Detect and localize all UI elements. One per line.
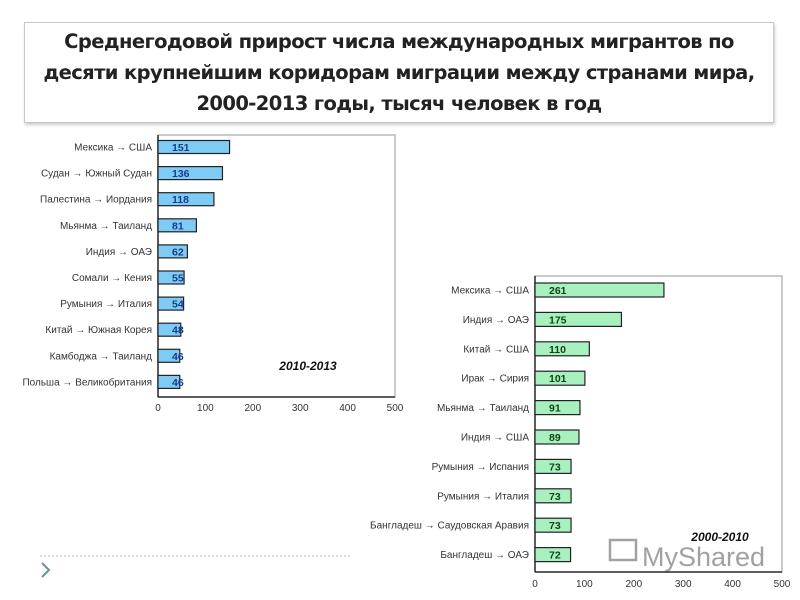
bar-value-label: 48 (172, 325, 184, 337)
period-label: 2000-2010 (690, 530, 749, 544)
x-tick-label: 400 (724, 579, 741, 590)
x-tick-label: 0 (532, 579, 538, 590)
category-label: Мьянма → Таиланд (60, 221, 152, 232)
bar-value-label: 110 (549, 344, 566, 356)
x-tick-label: 100 (576, 579, 593, 590)
bar (534, 458, 572, 474)
x-tick-label: 500 (774, 579, 791, 590)
bar-value-label: 151 (172, 142, 190, 154)
bar-value-label: 118 (172, 194, 189, 206)
category-label: Индия → ОАЭ (86, 247, 152, 258)
watermark: MyShared (608, 538, 765, 572)
bar-value-label: 175 (549, 314, 567, 326)
bar-value-label: 73 (549, 461, 561, 473)
x-tick-label: 300 (675, 579, 692, 590)
bar (157, 348, 181, 363)
category-label: Индия → ОАЭ (463, 315, 529, 326)
bar (157, 218, 197, 233)
category-label: Ирак → Сирия (461, 374, 529, 385)
category-label: Мексика → США (74, 143, 152, 154)
watermark-text: MyShared (642, 542, 765, 572)
bar (157, 166, 224, 181)
bar (534, 400, 581, 416)
bar-value-label: 54 (172, 299, 184, 311)
category-label: Румыния → Италия (437, 491, 529, 502)
title-box: Среднегодовой прирост числа международны… (24, 22, 774, 123)
bar (534, 517, 572, 533)
bar (157, 374, 181, 389)
bar-value-label: 73 (549, 491, 561, 503)
slide-title: Среднегодовой прирост числа международны… (43, 30, 755, 115)
category-label: Румыния → Испания (432, 462, 529, 473)
category-label: Китай → Южная Корея (45, 325, 152, 336)
bar-value-label: 73 (549, 520, 561, 532)
bar (534, 311, 623, 327)
category-label: Камбоджа → Таиланд (50, 350, 153, 362)
bar (157, 192, 215, 207)
bar (157, 270, 185, 285)
bar-value-label: 91 (549, 403, 561, 415)
bar-value-label: 55 (172, 273, 184, 285)
category-label: Индия → США (461, 433, 529, 444)
x-tick-label: 0 (155, 403, 161, 414)
x-tick-label: 500 (387, 403, 404, 414)
bar-value-label: 261 (549, 285, 567, 297)
bar (157, 139, 231, 155)
bar-value-label: 46 (172, 351, 184, 363)
bar (534, 370, 586, 386)
category-label: Польша → Великобритания (22, 376, 152, 388)
x-tick-label: 300 (292, 403, 309, 414)
bar-value-label: 72 (549, 550, 561, 562)
bar-value-label: 136 (172, 168, 190, 180)
category-label: Палестина → Иордания (40, 195, 152, 206)
chart-2000-2010: 0 100 200 300 400 500 Мексика → США 261 Индия → … (370, 275, 791, 590)
bar (534, 429, 580, 445)
bar (157, 296, 185, 311)
category-label: Китай → США (463, 344, 529, 355)
x-tick-label: 400 (339, 403, 356, 414)
x-tick-label: 200 (244, 403, 261, 414)
bar (157, 244, 188, 259)
bar-value-label: 46 (172, 377, 184, 389)
bar-value-label: 101 (549, 373, 567, 385)
bar-value-label: 62 (172, 246, 184, 258)
category-label: Мьянма → Таиланд (437, 403, 529, 414)
x-tick-label: 200 (625, 579, 642, 590)
category-label: Бангладеш → Саудовская Аравия (370, 521, 529, 532)
category-label: Мексика → США (451, 286, 529, 297)
bar (534, 488, 572, 504)
bar-value-label: 89 (549, 432, 561, 444)
x-tick-label: 100 (197, 403, 214, 414)
chevron-right-icon (41, 562, 51, 578)
category-label: Румыния → Италия (60, 299, 152, 310)
category-label: Сомали → Кения (72, 273, 152, 284)
period-label: 2010-2013 (278, 359, 337, 373)
bar (157, 322, 182, 337)
bar (534, 546, 572, 563)
category-label: Судан → Южный Судан (41, 169, 152, 180)
category-label: Бангладеш → ОАЭ (440, 550, 529, 561)
chart-2010-2013: 0 100 200 300 400 500 Мексика → США 151 Судан → … (22, 134, 404, 414)
bar-value-label: 81 (172, 220, 184, 232)
bar (534, 341, 590, 357)
bar (534, 282, 665, 298)
presentation-board-icon (608, 538, 638, 562)
